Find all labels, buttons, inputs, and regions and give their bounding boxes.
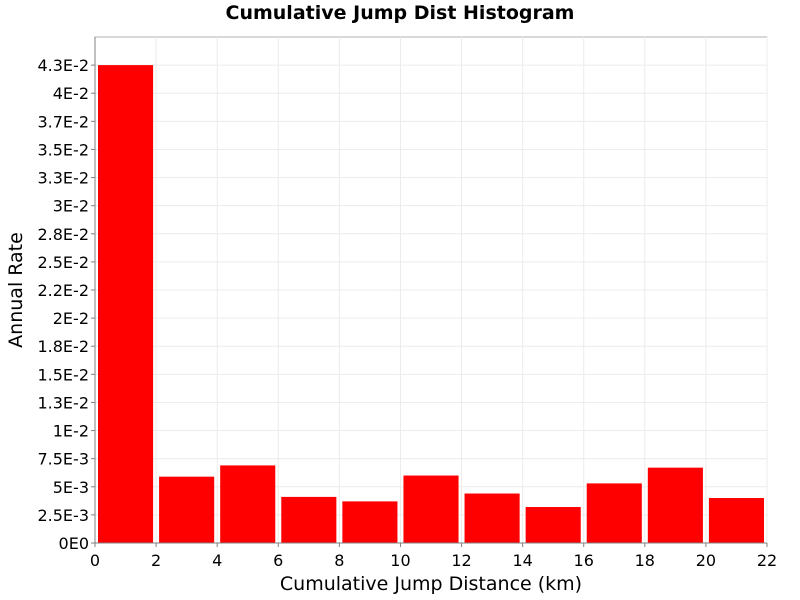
axes: 0E0 2.5E-3 5E-3 7.5E-3 1E-2 1.3E-2 1.5E-2 1.8E-… [37,37,777,570]
y-tick-label: 3E-2 [53,197,89,216]
y-tick-label: 1.3E-2 [37,393,89,412]
y-tick-label: 3.5E-2 [37,140,89,159]
x-tick-label: 0 [90,551,100,570]
y-tick-label: 2E-2 [53,309,89,328]
bar-2 [159,476,215,543]
y-tick-label: 1.5E-2 [37,365,89,384]
x-tick-label: 4 [212,551,222,570]
x-tick-label: 2 [151,551,161,570]
bars [98,65,764,543]
x-tick-label: 22 [757,551,777,570]
x-tick-label: 6 [273,551,283,570]
y-tick-label: 5E-3 [53,478,89,497]
bar-9 [586,483,642,543]
bar-1 [98,65,154,543]
y-tick-label: 4.3E-2 [37,56,89,75]
x-tick-label: 8 [334,551,344,570]
y-tick-label: 0E0 [59,534,89,553]
x-tick-label: 18 [635,551,655,570]
y-tick-label: 1.8E-2 [37,337,89,356]
x-tick-label: 16 [574,551,594,570]
x-tick-label: 10 [390,551,410,570]
bar-3 [220,465,276,543]
y-tick-label: 7.5E-3 [37,450,89,469]
y-tick-label: 2.8E-2 [37,225,89,244]
y-axis-label: Annual Rate [5,232,27,348]
y-tick-label: 3.7E-2 [37,112,89,131]
y-tick-label: 2.5E-2 [37,253,89,272]
y-tick-label: 4E-2 [53,84,89,103]
y-tick-label: 3.3E-2 [37,169,89,188]
y-tick-label: 1E-2 [53,422,89,441]
x-tick-label: 12 [451,551,471,570]
chart-title: Cumulative Jump Dist Histogram [225,2,575,24]
bar-7 [464,493,520,543]
bar-5 [342,501,398,543]
y-tick-label: 2.5E-3 [37,506,89,525]
bar-4 [281,496,337,543]
bar-8 [525,507,581,543]
y-tick-label: 2.2E-2 [37,281,89,300]
bar-11 [708,498,764,543]
bar-10 [647,467,703,543]
x-tick-label: 20 [696,551,716,570]
x-axis-label: Cumulative Jump Distance (km) [280,573,582,595]
x-tick-label: 14 [512,551,532,570]
bar-6 [403,475,459,543]
